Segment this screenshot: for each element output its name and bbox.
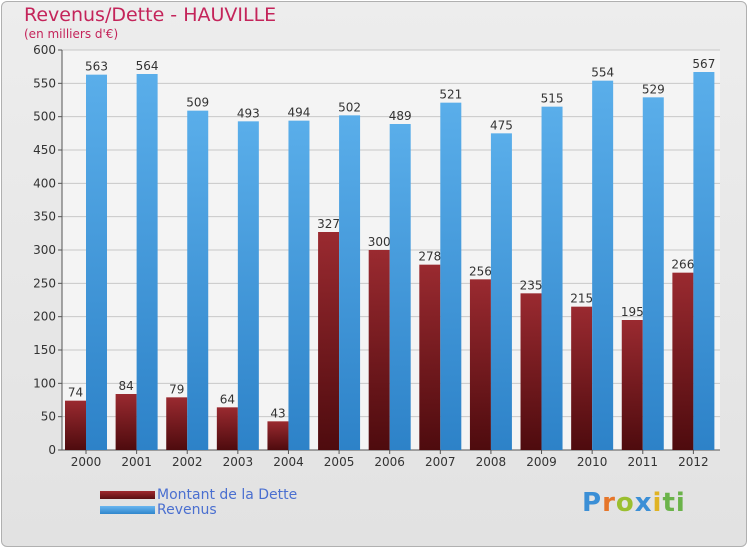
x-tick-label-2012: 2012 bbox=[678, 455, 709, 469]
legend-item-revenue: Revenus bbox=[100, 501, 297, 518]
data-label-revenue-2009: 515 bbox=[541, 92, 564, 106]
bar-debt-2010 bbox=[571, 306, 593, 450]
legend: Montant de la Dette Revenus bbox=[100, 486, 298, 518]
data-label-debt-2002: 79 bbox=[169, 382, 184, 396]
x-tick-label-2010: 2010 bbox=[577, 455, 608, 469]
data-label-debt-2003: 64 bbox=[220, 392, 235, 406]
bar-debt-2011 bbox=[621, 320, 643, 450]
bar-revenue-2004 bbox=[288, 120, 310, 451]
y-tick-label-100: 100 bbox=[33, 376, 56, 390]
data-label-debt-2012: 266 bbox=[671, 258, 694, 272]
x-tick-label-2008: 2008 bbox=[476, 455, 507, 469]
legend-swatch-debt bbox=[100, 490, 155, 499]
bar-revenue-2002 bbox=[187, 110, 209, 451]
proxiti-logo: Proxiti bbox=[582, 488, 686, 518]
x-tick-label-2005: 2005 bbox=[324, 455, 355, 469]
y-tick-label-0: 0 bbox=[48, 443, 56, 457]
data-label-revenue-2005: 502 bbox=[338, 100, 361, 114]
data-label-revenue-2000: 563 bbox=[85, 60, 108, 74]
bar-revenue-2011 bbox=[642, 97, 664, 450]
x-tick-label-2004: 2004 bbox=[273, 455, 304, 469]
data-label-debt-2007: 278 bbox=[418, 250, 441, 264]
bar-debt-2000 bbox=[65, 400, 86, 450]
y-tick-label-150: 150 bbox=[33, 343, 56, 357]
y-tick-label-350: 350 bbox=[33, 210, 56, 224]
chart-subtitle: (en milliers d'€) bbox=[24, 27, 119, 41]
bar-debt-2008 bbox=[469, 279, 491, 450]
data-label-revenue-2008: 475 bbox=[490, 118, 513, 132]
data-label-debt-2000: 74 bbox=[68, 386, 83, 400]
data-label-revenue-2011: 529 bbox=[642, 82, 665, 96]
legend-label-debt: Montant de la Dette bbox=[157, 486, 298, 503]
y-tick-label-250: 250 bbox=[33, 276, 56, 290]
x-tick-label-2003: 2003 bbox=[223, 455, 254, 469]
data-label-revenue-2003: 493 bbox=[237, 106, 260, 120]
bar-debt-2006 bbox=[368, 250, 390, 450]
bar-debt-2005 bbox=[318, 232, 340, 450]
x-tick-label-2001: 2001 bbox=[121, 455, 152, 469]
x-tick-label-2007: 2007 bbox=[425, 455, 456, 469]
y-tick-label-50: 50 bbox=[41, 410, 56, 424]
y-tick-label-500: 500 bbox=[33, 110, 56, 124]
data-label-revenue-2010: 554 bbox=[591, 66, 614, 80]
y-tick-label-300: 300 bbox=[33, 243, 56, 257]
bar-debt-2002 bbox=[166, 397, 188, 450]
data-label-debt-2010: 215 bbox=[570, 292, 593, 306]
y-tick-label-550: 550 bbox=[33, 76, 56, 90]
data-label-debt-2008: 256 bbox=[469, 264, 492, 278]
x-tick-label-2000: 2000 bbox=[71, 455, 102, 469]
data-label-revenue-2012: 567 bbox=[692, 57, 715, 71]
x-tick-label-2006: 2006 bbox=[374, 455, 405, 469]
x-tick-label-2002: 2002 bbox=[172, 455, 203, 469]
data-label-revenue-2001: 564 bbox=[136, 59, 159, 73]
bar-revenue-2001 bbox=[136, 74, 158, 450]
data-label-revenue-2007: 521 bbox=[439, 88, 462, 102]
bar-debt-2001 bbox=[115, 394, 137, 450]
data-label-debt-2005: 327 bbox=[317, 217, 340, 231]
data-label-debt-2004: 43 bbox=[270, 406, 285, 420]
bar-revenue-2005 bbox=[339, 115, 361, 450]
y-tick-label-450: 450 bbox=[33, 143, 56, 157]
y-tick-label-600: 600 bbox=[33, 43, 56, 57]
bar-revenue-2003 bbox=[237, 121, 259, 450]
bar-revenue-2007 bbox=[440, 102, 462, 451]
legend-swatch-revenue bbox=[100, 505, 155, 514]
data-label-revenue-2002: 509 bbox=[186, 96, 209, 110]
bar-revenue-2000 bbox=[86, 74, 107, 451]
x-tick-label-2011: 2011 bbox=[627, 455, 658, 469]
chart-title: Revenus/Dette - HAUVILLE bbox=[24, 4, 277, 26]
y-tick-label-400: 400 bbox=[33, 176, 56, 190]
bar-debt-2009 bbox=[520, 293, 542, 450]
bar-debt-2012 bbox=[672, 272, 694, 450]
data-label-debt-2006: 300 bbox=[368, 235, 391, 249]
data-label-debt-2001: 84 bbox=[118, 379, 133, 393]
bar-revenue-2010 bbox=[592, 80, 614, 451]
bar-debt-2004 bbox=[267, 421, 289, 450]
data-label-debt-2011: 195 bbox=[621, 305, 644, 319]
data-label-revenue-2004: 494 bbox=[288, 106, 311, 120]
legend-item-debt: Montant de la Dette bbox=[100, 486, 298, 503]
legend-label-revenue: Revenus bbox=[157, 501, 217, 518]
bar-debt-2003 bbox=[216, 407, 238, 450]
x-tick-label-2009: 2009 bbox=[526, 455, 557, 469]
bar-debt-2007 bbox=[419, 264, 441, 450]
bar-revenue-2008 bbox=[490, 133, 512, 451]
y-tick-label-200: 200 bbox=[33, 310, 56, 324]
data-label-revenue-2006: 489 bbox=[389, 109, 412, 123]
bar-revenue-2006 bbox=[389, 124, 411, 450]
data-label-debt-2009: 235 bbox=[520, 278, 543, 292]
bar-revenue-2009 bbox=[541, 106, 563, 451]
bar-revenue-2012 bbox=[693, 72, 715, 450]
